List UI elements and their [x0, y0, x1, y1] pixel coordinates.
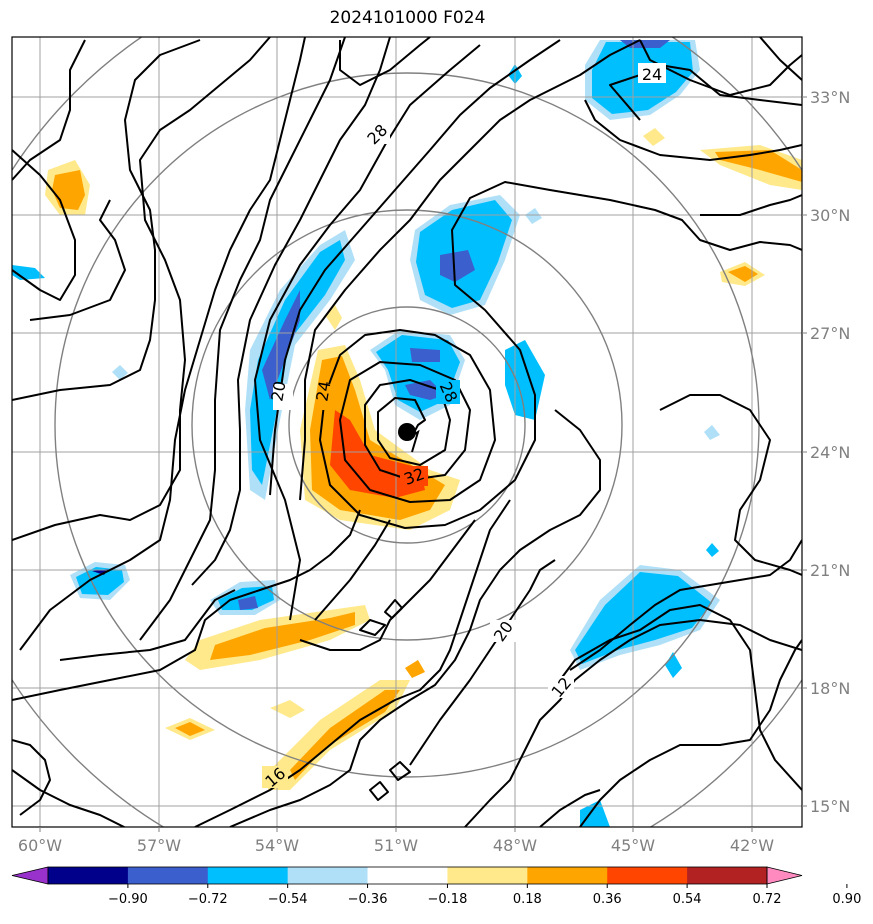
- storm-center-marker: [398, 423, 420, 453]
- positive-shading: [45, 128, 802, 790]
- lon-label: 54°W: [255, 836, 299, 855]
- colorbar-tick-label: −0.72: [188, 892, 228, 907]
- lat-label: 15°N: [810, 797, 850, 816]
- colorbar-tick-label: 0.72: [753, 892, 782, 907]
- map-title: 2024101000 F024: [329, 8, 486, 28]
- contour-label: 24: [312, 379, 334, 402]
- colorbar-tick-label: 0.54: [673, 892, 702, 907]
- lat-label: 21°N: [810, 561, 850, 580]
- colorbar-swatch: [687, 867, 768, 884]
- plot-frame: [11, 36, 803, 828]
- lon-label: 48°W: [493, 836, 537, 855]
- colorbar-swatch: [127, 867, 209, 884]
- colorbar-tick-label: −0.36: [348, 892, 388, 907]
- contour-lines: [12, 37, 802, 827]
- colorbar-swatch: [607, 867, 688, 884]
- colorbar-swatch: [207, 867, 289, 884]
- lon-ticks: [39, 827, 753, 832]
- colorbar-frame: [47, 866, 768, 885]
- lon-label: 45°W: [611, 836, 655, 855]
- colorbar-swatch: [447, 867, 528, 884]
- colorbar-swatch: [48, 867, 129, 884]
- contour-label-group: 28 24 24 20 28 32 20 12 16: [261, 63, 666, 791]
- lon-label: 42°W: [730, 836, 774, 855]
- colorbar-swatch: [287, 867, 369, 884]
- lat-label: 27°N: [810, 324, 850, 343]
- colorbar-tick-label: −0.54: [268, 892, 308, 907]
- contour-label: 24: [642, 65, 662, 84]
- lat-label: 33°N: [810, 88, 850, 107]
- colorbar-extend-max: [766, 866, 803, 885]
- colorbar: −0.90 −0.72 −0.54 −0.36 −0.18 0.18 0.36 0.54 0.7…: [11, 866, 861, 907]
- colorbar-tick-label: 0.36: [593, 892, 622, 907]
- contour-label: 20: [267, 379, 289, 402]
- colorbar-swatch: [367, 867, 448, 884]
- lon-label: 51°W: [374, 836, 418, 855]
- colorbar-extend-min: [11, 866, 49, 885]
- lat-label: 30°N: [810, 206, 850, 225]
- colorbar-tick-label: −0.90: [108, 892, 148, 907]
- lat-ticks: [802, 96, 807, 807]
- colorbar-tick-label: −0.18: [428, 892, 468, 907]
- colorbar-swatch: [527, 867, 608, 884]
- lat-label: 18°N: [810, 679, 850, 698]
- colorbar-tick-label: 0.90: [832, 892, 861, 907]
- colorbar-tick-label: 0.18: [513, 892, 542, 907]
- lon-label: 60°W: [18, 836, 62, 855]
- lat-label: 24°N: [810, 443, 850, 462]
- lon-label: 57°W: [137, 836, 181, 855]
